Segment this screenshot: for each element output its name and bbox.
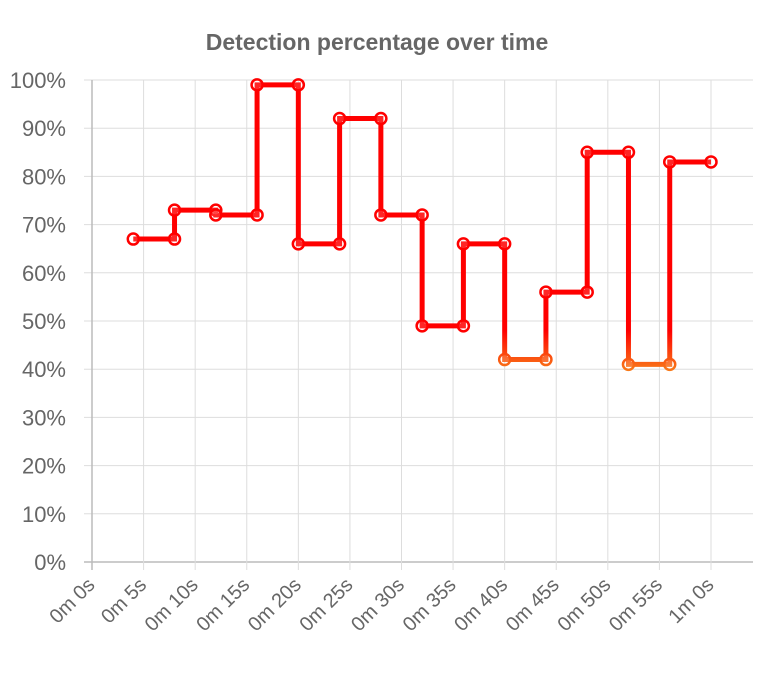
x-tick-label: 0m 15s: [192, 574, 254, 636]
chart-title: Detection percentage over time: [206, 29, 549, 55]
data-point: [497, 352, 512, 367]
x-tick-label: 0m 25s: [296, 574, 358, 636]
y-tick-label: 80%: [22, 164, 66, 189]
data-point: [497, 237, 512, 251]
grid-layer: [84, 79, 753, 570]
y-tick-label: 50%: [22, 309, 66, 334]
data-point: [662, 155, 677, 169]
data-point: [456, 237, 471, 251]
y-tick-label: 70%: [22, 213, 66, 238]
data-point: [415, 319, 429, 333]
y-tick-label: 100%: [10, 68, 66, 93]
data-point: [374, 208, 388, 222]
y-tick-label: 30%: [22, 405, 66, 430]
data-point: [580, 285, 594, 299]
y-tick-label: 90%: [22, 116, 66, 141]
x-tick-label: 0m 35s: [399, 574, 461, 636]
y-tick-label: 10%: [22, 502, 66, 527]
x-tick-label: 0m 40s: [450, 574, 512, 636]
data-point: [456, 319, 471, 333]
data-point: [580, 145, 594, 160]
x-tick-label: 0m 50s: [553, 574, 615, 636]
data-point: [291, 237, 306, 251]
x-tick-label: 0m 55s: [605, 574, 667, 636]
x-tick-label: 0m 0s: [45, 574, 99, 628]
data-point: [332, 111, 347, 126]
y-tick-label: 40%: [22, 357, 66, 382]
data-point: [291, 78, 306, 92]
x-tick-label: 0m 20s: [244, 574, 306, 636]
x-tick-label: 0m 10s: [141, 574, 203, 636]
data-point: [539, 352, 553, 367]
y-tick-label: 60%: [22, 261, 66, 286]
data-point: [704, 155, 718, 169]
data-point: [415, 208, 429, 222]
data-point: [126, 232, 141, 246]
y-axis-ticks: 0% 10% 20% 30% 40% 50% 60% 70% 80% 90% 100%: [10, 68, 66, 575]
data-point: [250, 78, 264, 92]
y-tick-label: 0%: [34, 550, 66, 575]
series-line: [133, 82, 711, 367]
x-tick-label: 0m 45s: [502, 574, 564, 636]
series-detection: [126, 78, 718, 372]
x-tick-label: 0m 30s: [347, 574, 409, 636]
data-point: [662, 357, 677, 372]
data-point: [539, 285, 553, 299]
data-point: [250, 208, 264, 222]
data-point: [167, 232, 182, 246]
data-point: [621, 357, 636, 372]
data-point: [332, 237, 347, 251]
y-tick-label: 20%: [22, 454, 66, 479]
data-point: [621, 145, 636, 160]
data-point: [167, 203, 182, 217]
x-tick-label: 1m 0s: [664, 574, 718, 628]
data-point: [374, 111, 388, 126]
data-point: [209, 208, 223, 222]
